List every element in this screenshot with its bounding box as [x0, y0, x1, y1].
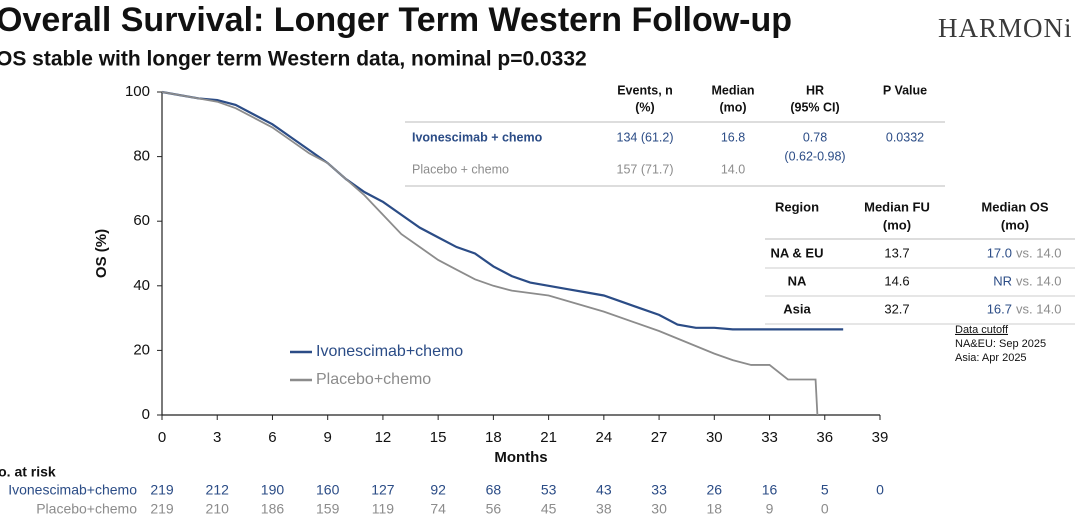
y-axis-label: OS (%)	[93, 229, 110, 278]
at-risk-count: 219	[150, 501, 174, 517]
survival-curve	[161, 90, 844, 331]
table-header: (mo)	[883, 217, 911, 232]
cutoff-note: Asia: Apr 2025	[955, 352, 1027, 364]
table-cell: 14.6	[884, 273, 909, 288]
at-risk-count: 16	[762, 482, 778, 498]
at-risk-count: 68	[486, 482, 502, 498]
at-risk-title: No. at risk	[0, 464, 56, 480]
table-header: Median OS	[981, 199, 1049, 214]
at-risk-count: 33	[651, 482, 667, 498]
table-header: P Value	[883, 83, 927, 97]
table-cell: vs. 14.0	[1016, 273, 1062, 288]
x-tick-label: 30	[706, 429, 723, 446]
table-cell: 32.7	[884, 301, 909, 316]
at-risk-count: 56	[486, 501, 502, 517]
x-tick-label: 21	[540, 429, 557, 446]
table-header: Region	[775, 199, 819, 214]
at-risk-count: 5	[821, 482, 829, 498]
at-risk-count: 26	[707, 482, 723, 498]
x-tick-label: 12	[375, 429, 392, 446]
table-cell: 134 (61.2)	[617, 130, 674, 144]
at-risk-count: 160	[316, 482, 340, 498]
x-tick-label: 6	[268, 429, 276, 446]
at-risk-count: 119	[372, 501, 395, 517]
table-header: (mo)	[1001, 217, 1029, 232]
x-tick-label: 3	[213, 429, 221, 446]
table-cell: vs. 14.0	[1016, 301, 1062, 316]
survival-curve	[161, 91, 819, 416]
table-cell: 14.0	[721, 162, 745, 176]
y-tick-label: 0	[142, 406, 150, 423]
table-cell: 16.8	[721, 130, 745, 144]
x-tick-label: 33	[761, 429, 778, 446]
table-cell: 157 (71.7)	[617, 162, 674, 176]
at-risk-label: Ivonescimab+chemo	[8, 482, 137, 498]
at-risk-count: 186	[261, 501, 285, 517]
row-label: Placebo + chemo	[412, 162, 509, 176]
at-risk-count: 210	[206, 501, 230, 517]
table-cell: 0.0332	[886, 130, 924, 144]
x-tick-label: 15	[430, 429, 447, 446]
x-tick-label: 36	[816, 429, 833, 446]
row-label: Ivonescimab + chemo	[412, 130, 543, 144]
x-tick-label: 0	[158, 429, 166, 446]
table-cell: vs. 14.0	[1016, 245, 1062, 260]
title: Overall Survival: Longer Term Western Fo…	[0, 1, 792, 39]
at-risk-count: 190	[261, 482, 285, 498]
x-axis-label: Months	[494, 449, 547, 466]
region-label: NA	[788, 273, 807, 288]
at-risk-count: 92	[430, 482, 446, 498]
table-cell: 13.7	[884, 245, 909, 260]
y-tick-label: 80	[133, 148, 150, 165]
at-risk-count: 30	[651, 501, 667, 517]
at-risk-count: 9	[766, 501, 774, 517]
table-header: Events, n	[617, 83, 673, 97]
table-header: HR	[806, 83, 824, 97]
y-tick-label: 20	[133, 341, 150, 358]
y-tick-label: 60	[133, 212, 150, 229]
table-cell: 17.0	[987, 245, 1012, 260]
y-tick-label: 100	[125, 83, 150, 100]
x-tick-label: 9	[324, 429, 332, 446]
at-risk-count: 74	[430, 501, 446, 517]
at-risk-count: 212	[206, 482, 230, 498]
table-header: Median FU	[864, 199, 930, 214]
x-tick-label: 18	[485, 429, 502, 446]
table-cell: NR	[993, 273, 1012, 288]
cutoff-note: NA&EU: Sep 2025	[955, 338, 1046, 350]
at-risk-count: 219	[150, 482, 174, 498]
at-risk-count: 53	[541, 482, 557, 498]
cutoff-note: Data cutoff	[955, 324, 1009, 336]
at-risk-label: Placebo+chemo	[36, 501, 137, 517]
table-header: (95% CI)	[790, 100, 839, 114]
table-cell: 0.78	[803, 130, 827, 144]
at-risk-count: 45	[541, 501, 557, 517]
table-cell: (0.62-0.98)	[784, 149, 845, 163]
at-risk-count: 38	[596, 501, 612, 517]
table-header: (mo)	[719, 100, 746, 114]
y-tick-label: 40	[133, 277, 150, 294]
legend-label: Placebo+chemo	[316, 371, 431, 388]
legend-label: Ivonescimab+chemo	[316, 343, 463, 360]
table-cell: 16.7	[987, 301, 1012, 316]
at-risk-count: 43	[596, 482, 612, 498]
x-tick-label: 24	[596, 429, 613, 446]
table-header: Median	[711, 83, 754, 97]
at-risk-count: 18	[707, 501, 723, 517]
subtitle: OS stable with longer term Western data,…	[0, 48, 587, 71]
at-risk-count: 0	[876, 482, 884, 498]
at-risk-count: 127	[371, 482, 395, 498]
x-tick-label: 27	[651, 429, 668, 446]
region-label: NA & EU	[771, 245, 824, 260]
table-header: (%)	[635, 100, 654, 114]
x-tick-label: 39	[872, 429, 889, 446]
logo: HARMONi	[938, 13, 1073, 43]
at-risk-count: 0	[821, 501, 829, 517]
at-risk-count: 159	[316, 501, 340, 517]
region-label: Asia	[783, 301, 811, 316]
